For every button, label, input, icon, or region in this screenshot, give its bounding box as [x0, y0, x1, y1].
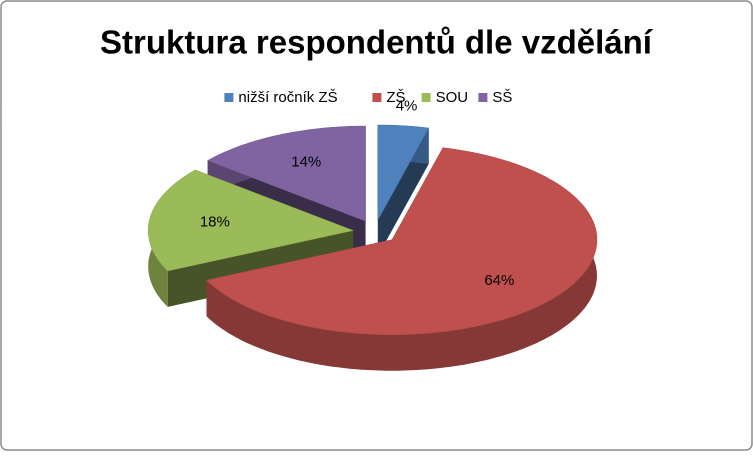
legend-swatch: [478, 93, 488, 102]
slice: [377, 124, 430, 221]
legend-label: SŠ: [492, 89, 512, 106]
legend-label: nižší ročník ZŠ: [238, 89, 337, 106]
data-label: 18%: [200, 213, 230, 230]
legend-label: SOU: [436, 89, 469, 106]
data-label: 64%: [484, 272, 514, 289]
legend-swatch: [372, 93, 382, 102]
slice: [207, 125, 366, 222]
data-label: 14%: [291, 154, 321, 171]
legend-swatch: [224, 93, 234, 102]
slice: [147, 169, 355, 272]
data-label: 4%: [396, 97, 418, 114]
slice: [205, 147, 598, 335]
chart-title: Struktura respondentů dle vzdělání: [100, 24, 654, 61]
legend-swatch: [421, 93, 431, 102]
legend-label: ZŠ: [386, 89, 405, 106]
